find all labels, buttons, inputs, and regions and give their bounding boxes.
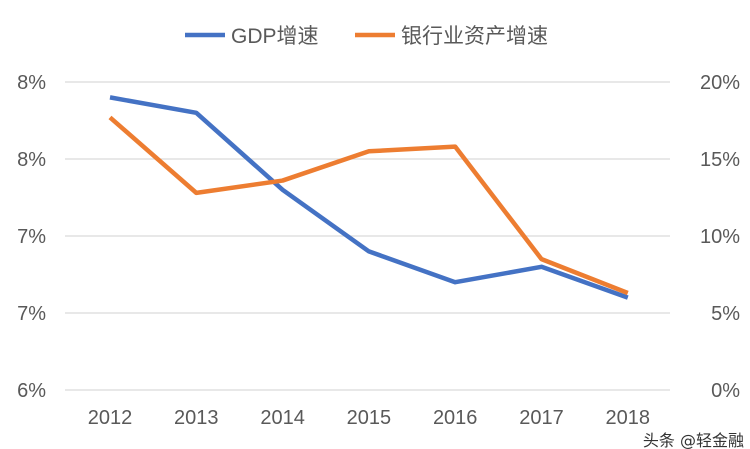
left-axis-tick-label: 7% bbox=[17, 226, 46, 248]
x-axis-tick-label: 2015 bbox=[347, 407, 392, 429]
right-axis-tick-label: 20% bbox=[700, 72, 740, 94]
watermark: 头条 @轻金融 bbox=[643, 431, 744, 449]
x-axis-tick-label: 2017 bbox=[519, 407, 564, 429]
series-line-1 bbox=[109, 95, 629, 300]
x-axis-tick-label: 2012 bbox=[88, 407, 133, 429]
right-axis-tick-label: 0% bbox=[711, 380, 740, 402]
legend-label: GDP增速 bbox=[231, 25, 319, 48]
x-axis-tick-label: 2016 bbox=[433, 407, 478, 429]
left-axis-tick-label: 8% bbox=[17, 72, 46, 94]
series-line-2 bbox=[108, 115, 629, 296]
left-axis-tick-label: 7% bbox=[17, 303, 46, 325]
right-axis-tick-label: 5% bbox=[711, 303, 740, 325]
right-axis-tick-label: 10% bbox=[700, 226, 740, 248]
legend-label: 银行业资产增速 bbox=[401, 25, 548, 48]
left-axis-tick-label: 6% bbox=[17, 380, 46, 402]
x-axis-tick-label: 2013 bbox=[174, 407, 219, 429]
x-axis-tick-label: 2014 bbox=[260, 407, 305, 429]
left-axis-tick-label: 8% bbox=[17, 149, 46, 171]
right-axis-tick-label: 15% bbox=[700, 149, 740, 171]
x-axis-tick-label: 2018 bbox=[606, 407, 651, 429]
